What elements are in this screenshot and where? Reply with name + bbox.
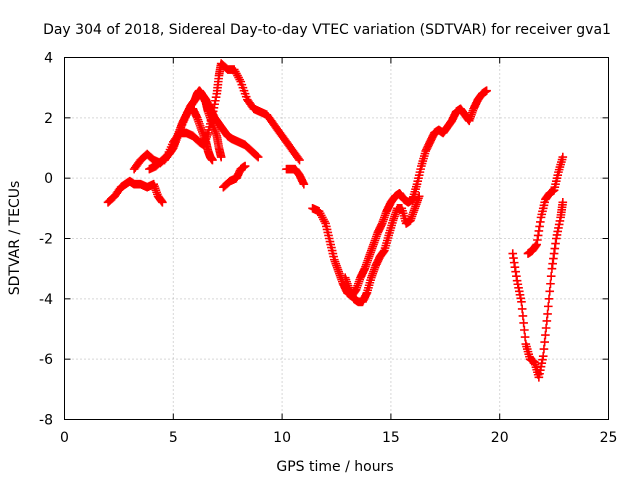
data-point: [294, 154, 303, 163]
data-point: [482, 86, 491, 95]
y-tick-label: -2: [39, 232, 53, 248]
x-tick-label: 0: [60, 430, 69, 446]
data-point: [518, 311, 528, 321]
data-point: [541, 323, 551, 333]
data-point: [546, 271, 556, 281]
chart-title: Day 304 of 2018, Sidereal Day-to-day VTE…: [43, 22, 611, 38]
y-tick-label: -6: [39, 352, 53, 368]
y-tick-label: 0: [44, 171, 53, 187]
data-point: [544, 294, 554, 304]
data-point: [558, 198, 568, 207]
y-tick-label: 4: [44, 51, 53, 67]
data-point: [520, 332, 530, 342]
data-point: [299, 179, 309, 189]
data-point: [546, 279, 555, 289]
data-point: [158, 198, 167, 207]
data-point: [538, 351, 548, 361]
axis-ticks: 0 5 10 15 20 25 -8 -6 -4 -2 0 2 4: [39, 51, 617, 447]
data-point: [517, 297, 526, 307]
data-point: [240, 161, 250, 171]
data-point: [543, 309, 552, 319]
y-tick-label: -4: [39, 292, 53, 308]
data-point: [540, 337, 549, 347]
data-point: [558, 152, 568, 162]
data-point: [517, 304, 527, 314]
y-axis-title: SDTVAR / TECUs: [7, 181, 23, 296]
data-point: [542, 316, 552, 326]
data-point: [541, 330, 550, 340]
data-point: [253, 152, 263, 162]
data-point: [519, 318, 528, 328]
data-point: [539, 344, 549, 354]
x-tick-label: 25: [600, 430, 618, 446]
data-point: [414, 191, 424, 201]
data-point: [295, 155, 304, 165]
data-point: [543, 302, 553, 311]
data-point: [216, 152, 226, 162]
x-axis-title: GPS time / hours: [276, 459, 393, 475]
x-tick-label: 20: [491, 430, 509, 446]
data-points: [103, 59, 568, 382]
plot-frame: [64, 57, 609, 420]
data-point: [520, 325, 529, 335]
data-point: [208, 155, 217, 165]
data-point: [252, 151, 262, 161]
y-tick-label: 2: [44, 111, 53, 127]
x-tick-label: 5: [169, 430, 178, 446]
x-tick-label: 10: [273, 430, 291, 446]
x-tick-label: 15: [382, 430, 400, 446]
grid: [64, 57, 609, 420]
data-point: [545, 286, 555, 296]
y-tick-label: -8: [39, 413, 53, 429]
